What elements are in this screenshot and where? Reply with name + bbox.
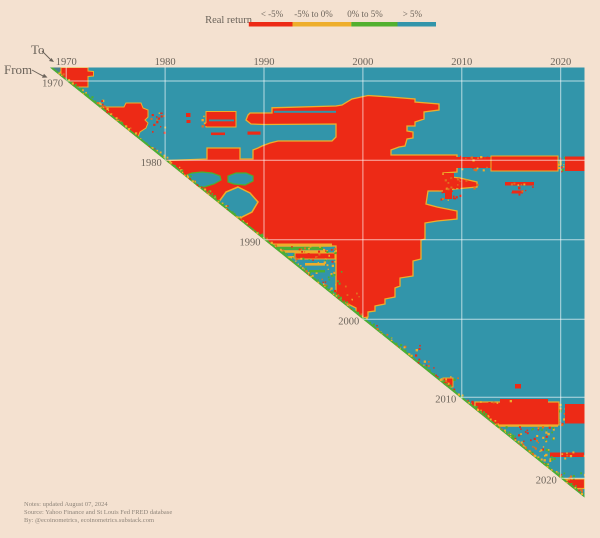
svg-text:< -5%: < -5% bbox=[261, 9, 284, 19]
svg-text:Notes: updated August 07, 2024: Notes: updated August 07, 2024 bbox=[24, 501, 108, 508]
svg-text:2000: 2000 bbox=[338, 317, 359, 328]
svg-text:2000: 2000 bbox=[352, 57, 373, 68]
svg-text:2010: 2010 bbox=[451, 57, 472, 68]
svg-text:From: From bbox=[4, 62, 32, 77]
svg-text:-5% to 0%: -5% to 0% bbox=[294, 9, 333, 19]
svg-text:1970: 1970 bbox=[42, 79, 63, 90]
svg-text:Real return: Real return bbox=[205, 15, 253, 26]
svg-text:1990: 1990 bbox=[240, 237, 261, 248]
svg-text:0% to 5%: 0% to 5% bbox=[347, 9, 383, 19]
svg-text:> 5%: > 5% bbox=[403, 9, 423, 19]
svg-text:1970: 1970 bbox=[56, 57, 77, 68]
svg-text:To: To bbox=[31, 42, 45, 57]
svg-text:2020: 2020 bbox=[536, 476, 557, 487]
svg-text:1980: 1980 bbox=[155, 57, 176, 68]
svg-text:By: @ecoinometrics, ecoinometr: By: @ecoinometrics, ecoinometrics.substa… bbox=[24, 517, 154, 524]
svg-text:2010: 2010 bbox=[435, 395, 456, 406]
svg-text:1980: 1980 bbox=[141, 158, 162, 169]
svg-text:1990: 1990 bbox=[254, 57, 275, 68]
svg-text:2020: 2020 bbox=[550, 57, 571, 68]
svg-text:Source: Yahoo Finance and St L: Source: Yahoo Finance and St Louis Fed F… bbox=[24, 509, 172, 516]
